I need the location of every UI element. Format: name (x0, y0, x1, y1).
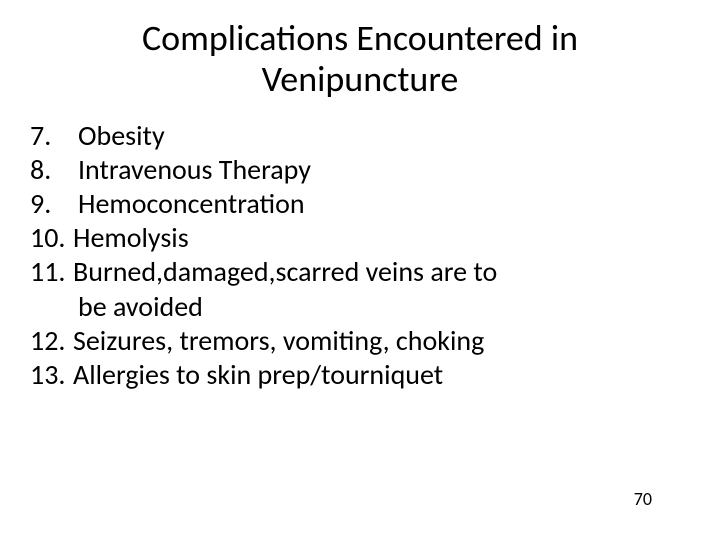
slide-title: Complications Encountered in Venipunctur… (0, 0, 720, 101)
item-text: Obesity (78, 119, 165, 153)
item-number: 11. (30, 255, 78, 289)
list-item: 10. Hemolysis (30, 221, 660, 255)
list-item: 8. Intravenous Therapy (30, 153, 660, 187)
item-number: 8. (30, 153, 78, 187)
item-number: 7. (30, 119, 78, 153)
item-number: 12. (30, 324, 78, 358)
list-item: 7. Obesity (30, 119, 660, 153)
item-text: Hemoconcentration (78, 187, 305, 221)
item-text: Intravenous Therapy (78, 153, 311, 187)
complications-list: 7. Obesity 8. Intravenous Therapy 9. Hem… (0, 101, 720, 392)
item-text: Burned,damaged,scarred veins are to (73, 255, 497, 289)
item-text: be avoided (78, 290, 203, 324)
list-item: 11. Burned,damaged,scarred veins are to (30, 255, 660, 289)
item-number: 9. (30, 187, 78, 221)
item-text: Hemolysis (73, 221, 189, 255)
item-text: Allergies to skin prep/tourniquet (73, 358, 443, 392)
item-number: 10. (30, 221, 78, 255)
page-number: 70 (634, 488, 652, 510)
list-item: 13. Allergies to skin prep/tourniquet (30, 358, 660, 392)
item-text: Seizures, tremors, vomiting, choking (73, 324, 484, 358)
list-item: 9. Hemoconcentration (30, 187, 660, 221)
list-item-continuation: be avoided (30, 290, 660, 324)
item-number: 13. (30, 358, 78, 392)
list-item: 12. Seizures, tremors, vomiting, choking (30, 324, 660, 358)
